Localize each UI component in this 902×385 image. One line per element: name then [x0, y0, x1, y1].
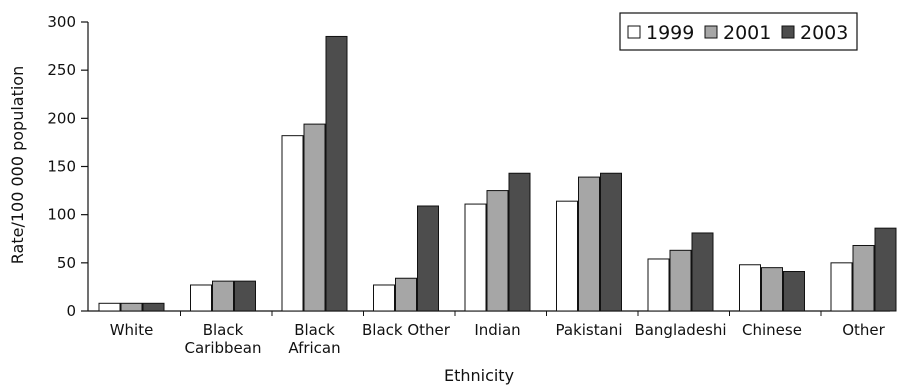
bar-2001: [578, 176, 600, 312]
x-tick-label: Other: [842, 321, 885, 339]
bar-2003: [417, 205, 439, 312]
x-tick-label: White: [110, 321, 154, 339]
y-axis-label: Rate/100 000 population: [8, 66, 27, 264]
bar-1999: [830, 262, 853, 312]
bar-2003: [783, 271, 805, 312]
bar-1999: [464, 203, 487, 312]
bar-2003: [691, 232, 714, 312]
x-tick-label: Black Caribbean: [185, 321, 262, 357]
y-tick-label: 50: [57, 254, 76, 272]
bar-2003: [508, 172, 531, 312]
bar-2003: [142, 302, 165, 312]
legend-label-2003: 2003: [800, 22, 848, 44]
legend: 1999 2001 2003: [619, 12, 858, 51]
bar-1999: [373, 284, 395, 312]
bar-2001: [486, 190, 509, 312]
legend-box: [619, 12, 858, 51]
bar-2003: [874, 227, 897, 312]
bar-2003: [325, 35, 348, 312]
y-tick-label: 300: [47, 13, 76, 31]
legend-swatch-1999: [627, 25, 641, 39]
bar-2001: [761, 267, 783, 312]
bar-1999: [190, 284, 212, 312]
bar-2001: [395, 277, 417, 312]
bar-1999: [98, 302, 121, 312]
bar-2001: [669, 249, 692, 312]
legend-label-1999: 1999: [646, 22, 694, 44]
legend-swatch-2003: [781, 25, 795, 39]
bar-1999: [647, 258, 670, 312]
y-tick-label: 250: [47, 61, 76, 79]
bar-1999: [556, 200, 578, 312]
y-tick-label: 150: [47, 158, 76, 176]
bar-2003: [234, 280, 256, 312]
x-tick-label: Black Other: [362, 321, 451, 339]
bar-2001: [303, 123, 326, 312]
bar-2001: [120, 302, 143, 312]
x-tick-label: Pakistani: [556, 321, 623, 339]
bar-2003: [600, 172, 622, 312]
y-tick-labels: 0 50 100 150 200 250 300: [47, 13, 88, 320]
bar-2001: [852, 244, 875, 312]
bar-1999: [281, 135, 304, 312]
x-tick-label: Black African: [288, 321, 340, 357]
x-tick-label: Indian: [474, 321, 520, 339]
y-tick-label: 100: [47, 206, 76, 224]
legend-label-2001: 2001: [723, 22, 771, 44]
x-tick-label: Chinese: [742, 321, 802, 339]
x-tick-label: Bangladeshi: [634, 321, 726, 339]
bars: [98, 35, 897, 312]
y-tick-label: 200: [47, 109, 76, 127]
x-axis-label: Ethnicity: [444, 366, 514, 385]
legend-swatch-2001: [704, 25, 718, 39]
bar-1999: [739, 264, 761, 312]
x-tick-labels: White Black Caribbean Black African Black Oth…: [110, 311, 886, 357]
y-tick-label: 0: [66, 302, 76, 320]
bar-2001: [212, 280, 234, 312]
